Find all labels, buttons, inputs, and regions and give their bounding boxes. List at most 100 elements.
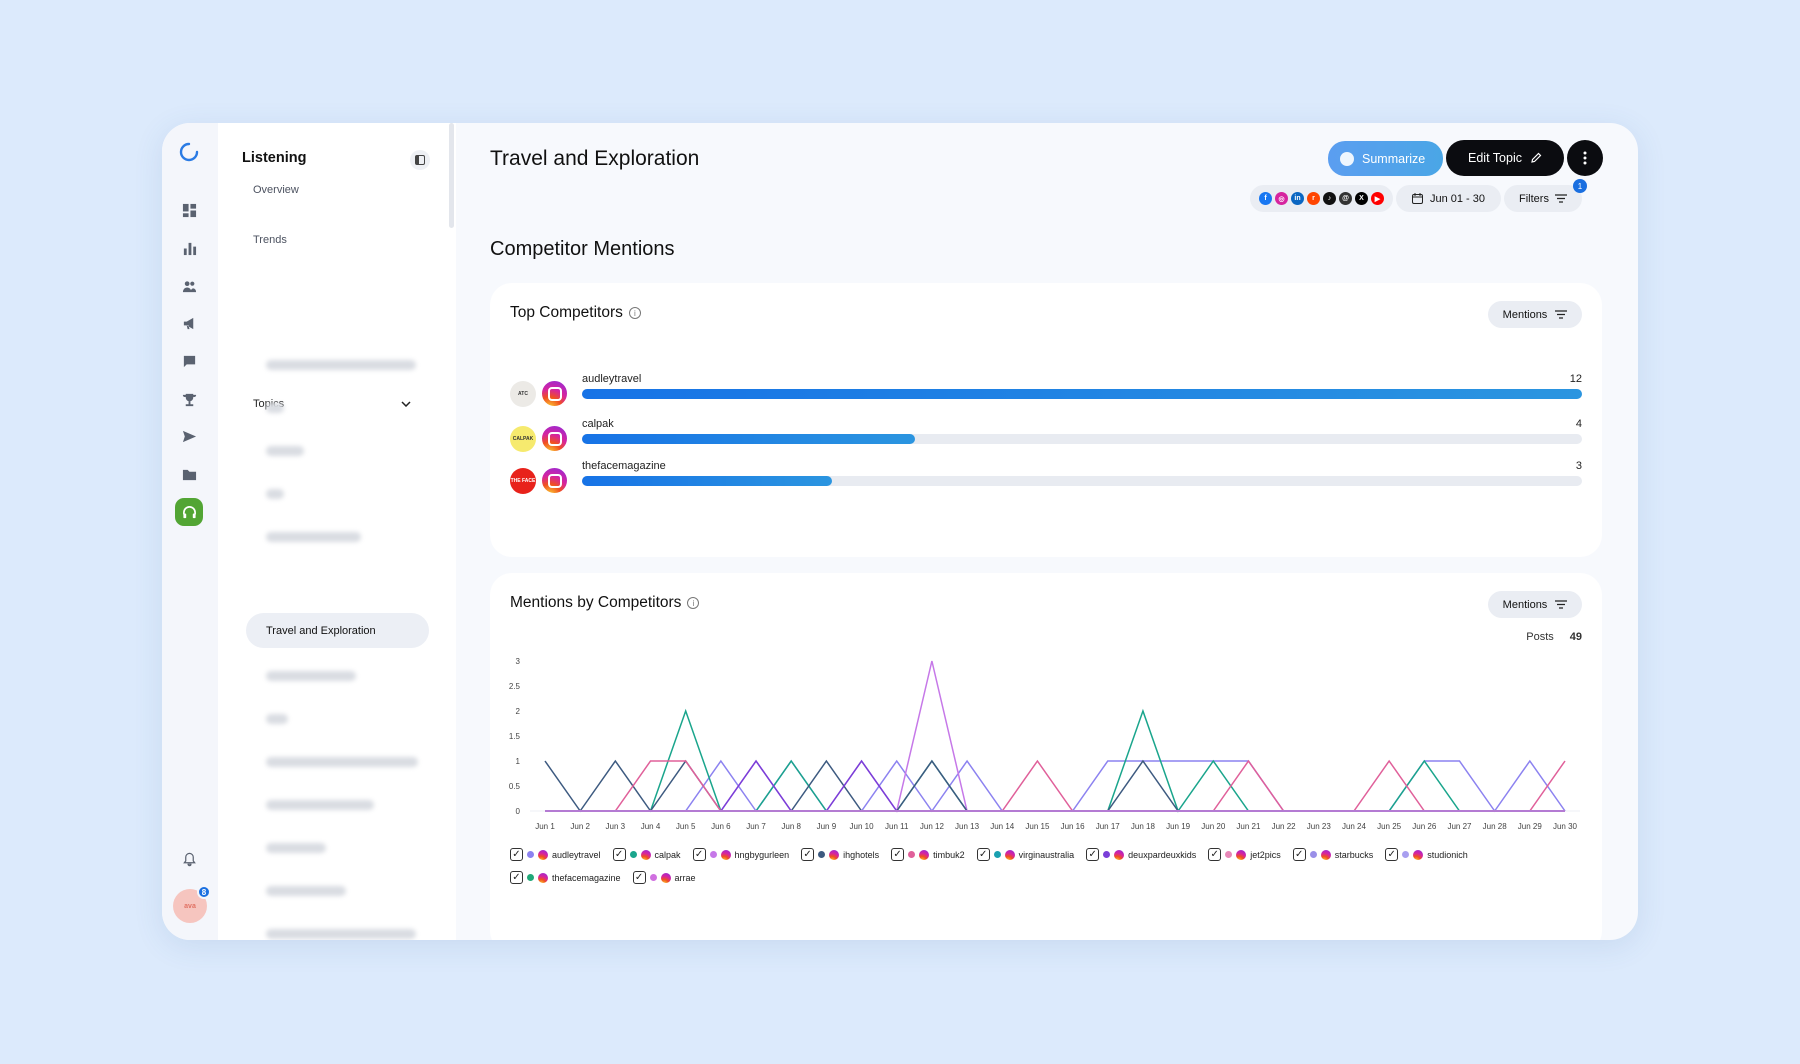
checkbox-checked-icon[interactable]: ✓ bbox=[1292, 848, 1306, 861]
legend-item[interactable]: ✓ arrae bbox=[632, 871, 696, 884]
nav-trends[interactable]: Trends bbox=[253, 234, 287, 246]
y-tick-label: 0.5 bbox=[509, 782, 521, 791]
checkbox-checked-icon[interactable]: ✓ bbox=[510, 848, 523, 861]
topic-item-blurred[interactable] bbox=[266, 800, 374, 810]
info-icon[interactable]: i bbox=[628, 307, 641, 319]
competitor-value: 12 bbox=[1569, 373, 1582, 385]
listening-panel: Listening Overview Trends Topics Travel … bbox=[218, 123, 456, 940]
trophy-icon[interactable] bbox=[175, 385, 203, 413]
checkbox-checked-icon[interactable]: ✓ bbox=[1208, 848, 1222, 861]
panel-title: Listening bbox=[242, 150, 307, 166]
legend-item[interactable]: ✓ thefacemagazine bbox=[510, 871, 621, 884]
checkbox-checked-icon[interactable]: ✓ bbox=[510, 871, 523, 884]
topic-item-blurred[interactable] bbox=[266, 403, 284, 413]
checkbox-checked-icon[interactable]: ✓ bbox=[801, 848, 815, 861]
info-icon[interactable]: i bbox=[687, 597, 700, 609]
legend-label: starbucks bbox=[1334, 849, 1374, 860]
legend-item[interactable]: ✓ hngbygurleen bbox=[692, 848, 789, 861]
checkbox-checked-icon[interactable]: ✓ bbox=[612, 848, 626, 861]
topic-item-blurred[interactable] bbox=[266, 714, 288, 724]
topic-item-blurred[interactable] bbox=[266, 886, 346, 896]
topic-item-blurred[interactable] bbox=[266, 843, 326, 853]
edit-topic-button[interactable]: Edit Topic bbox=[1446, 140, 1564, 176]
legend-item[interactable]: ✓ studionich bbox=[1385, 848, 1468, 861]
legend-item[interactable]: ✓ audleytravel bbox=[510, 848, 601, 861]
topic-item-active[interactable]: Travel and Exploration bbox=[246, 613, 429, 648]
series-line-timbuk2[interactable] bbox=[545, 759, 1566, 812]
competitor-bar-track bbox=[582, 476, 1582, 486]
people-icon[interactable] bbox=[175, 272, 203, 300]
section-title: Competitor Mentions bbox=[490, 238, 675, 260]
competitor-row[interactable]: CALPAK calpak 4 bbox=[510, 418, 1582, 458]
checkbox-checked-icon[interactable]: ✓ bbox=[891, 848, 905, 861]
competitor-value: 4 bbox=[1575, 418, 1582, 430]
app-logo-icon[interactable] bbox=[177, 140, 201, 164]
checkbox-checked-icon[interactable]: ✓ bbox=[976, 848, 990, 861]
checkbox-checked-icon[interactable]: ✓ bbox=[1086, 848, 1100, 861]
top-competitors-sort-button[interactable]: Mentions bbox=[1488, 301, 1582, 328]
calendar-icon bbox=[1411, 193, 1423, 204]
summarize-button[interactable]: Summarize bbox=[1328, 141, 1443, 176]
checkbox-checked-icon[interactable]: ✓ bbox=[632, 871, 646, 884]
y-tick-label: 0 bbox=[516, 807, 521, 816]
legend-item[interactable]: ✓ starbucks bbox=[1292, 848, 1374, 861]
instagram-icon bbox=[640, 849, 651, 860]
analytics-icon[interactable] bbox=[175, 234, 203, 262]
nav-overview[interactable]: Overview bbox=[253, 184, 299, 196]
topic-item-blurred[interactable] bbox=[266, 929, 416, 939]
collapse-panel-button[interactable] bbox=[410, 150, 430, 170]
series-color-dot bbox=[1103, 851, 1111, 858]
send-icon[interactable] bbox=[175, 422, 203, 450]
series-line-hngbygurleen[interactable] bbox=[545, 660, 1565, 813]
topic-item-blurred[interactable] bbox=[266, 671, 356, 681]
chat-icon[interactable] bbox=[175, 347, 203, 375]
legend-item[interactable]: ✓ timbuk2 bbox=[891, 848, 965, 861]
competitor-bar bbox=[582, 389, 1582, 399]
tiktok-icon: ♪ bbox=[1323, 192, 1336, 205]
kebab-icon bbox=[1583, 151, 1587, 165]
x-tick-label: Jun 2 bbox=[570, 822, 590, 831]
checkbox-checked-icon[interactable]: ✓ bbox=[692, 848, 706, 861]
legend-item[interactable]: ✓ deuxpardeuxkids bbox=[1086, 848, 1196, 861]
topic-item-blurred[interactable] bbox=[266, 360, 416, 370]
x-tick-label: Jun 6 bbox=[711, 822, 731, 831]
competitor-row[interactable]: THE FACE thefacemagazine 3 bbox=[510, 460, 1582, 500]
series-color-dot bbox=[649, 874, 657, 881]
filters-label: Filters bbox=[1519, 192, 1549, 205]
bell-icon[interactable] bbox=[175, 845, 203, 873]
date-range-picker[interactable]: Jun 01 - 30 bbox=[1396, 185, 1501, 212]
filters-button[interactable]: Filters 1 bbox=[1504, 179, 1587, 212]
dashboard-icon[interactable] bbox=[175, 196, 203, 224]
panel-scrollbar[interactable] bbox=[449, 123, 454, 228]
network-selector[interactable]: f ◎ in r ♪ @ X ▶ bbox=[1250, 185, 1393, 212]
x-tick-label: Jun 19 bbox=[1166, 822, 1191, 831]
legend-item[interactable]: ✓ ihghotels bbox=[801, 848, 879, 861]
legend-label: jet2pics bbox=[1250, 849, 1281, 860]
main-content: Travel and Exploration Summarize Edit To… bbox=[456, 123, 1638, 940]
legend-item[interactable]: ✓ jet2pics bbox=[1208, 848, 1281, 861]
legend-item[interactable]: ✓ virginaustralia bbox=[976, 848, 1074, 861]
headphones-icon[interactable] bbox=[175, 498, 203, 526]
x-tick-label: Jun 18 bbox=[1131, 822, 1156, 831]
topic-item-blurred[interactable] bbox=[266, 757, 418, 767]
competitor-logo: ATC bbox=[510, 381, 536, 407]
series-line-calpak[interactable] bbox=[545, 708, 1565, 813]
legend-label: arrae bbox=[674, 872, 696, 883]
topic-item-blurred[interactable] bbox=[266, 446, 304, 456]
sort-label: Mentions bbox=[1502, 308, 1548, 321]
legend-item[interactable]: ✓ calpak bbox=[612, 848, 681, 861]
megaphone-icon[interactable] bbox=[175, 309, 203, 337]
competitor-row[interactable]: ATC audleytravel 12 bbox=[510, 373, 1582, 413]
topic-item-blurred[interactable] bbox=[266, 532, 361, 542]
more-options-button[interactable] bbox=[1567, 140, 1603, 176]
x-tick-label: Jun 24 bbox=[1342, 822, 1367, 831]
topic-item-blurred[interactable] bbox=[266, 489, 284, 499]
instagram-icon bbox=[540, 424, 569, 453]
mentions-sort-button[interactable]: Mentions bbox=[1488, 591, 1582, 618]
posts-label: Posts bbox=[1526, 631, 1554, 643]
competitor-bar bbox=[582, 476, 832, 486]
avatar[interactable]: ava 8 bbox=[173, 885, 211, 923]
folder-icon[interactable] bbox=[175, 460, 203, 488]
series-color-dot bbox=[629, 851, 637, 858]
checkbox-checked-icon[interactable]: ✓ bbox=[1385, 848, 1399, 861]
